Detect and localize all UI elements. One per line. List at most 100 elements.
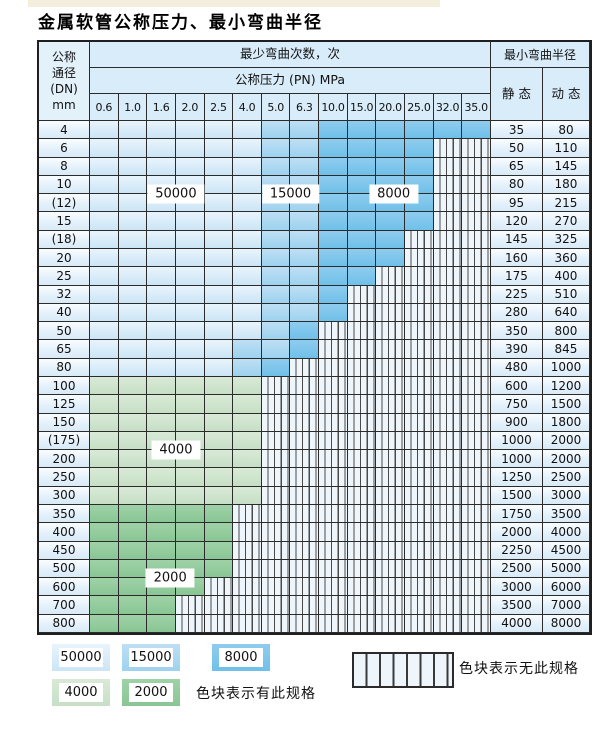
- spec-cell: [319, 194, 348, 213]
- spec-cell: [376, 285, 406, 304]
- pressure-col-header: 15.0: [347, 94, 377, 121]
- spec-cell: [118, 121, 148, 140]
- spec-cell: [118, 322, 148, 341]
- spec-cell: [290, 230, 320, 249]
- spec-cell: [261, 139, 291, 158]
- spec-cell: [405, 468, 434, 487]
- static-radius-cell: 50: [490, 139, 543, 158]
- spec-cell: [433, 230, 463, 249]
- pressure-col-header: 1.6: [147, 94, 176, 121]
- spec-cell: [90, 139, 119, 158]
- spec-cell: [90, 559, 119, 579]
- spec-cell: [90, 285, 119, 304]
- spec-cell: [347, 322, 377, 341]
- spec-cell: [90, 468, 119, 487]
- spec-cell: [347, 578, 377, 597]
- spec-cell: [376, 596, 406, 615]
- spec-cell: [290, 322, 320, 341]
- spec-cell: [118, 578, 148, 597]
- spec-cell: [405, 285, 434, 304]
- spec-cell: [405, 358, 434, 377]
- static-radius-cell: 350: [490, 322, 543, 341]
- spec-cell: [90, 175, 119, 195]
- spec-cell: [319, 121, 348, 140]
- spec-cell: [462, 541, 491, 560]
- spec-cell: [175, 614, 205, 633]
- spec-cell: [175, 322, 205, 341]
- dynamic-radius-cell: 180: [542, 175, 590, 195]
- spec-cell: [462, 431, 491, 451]
- spec-cell: [233, 578, 262, 597]
- spec-cell: [462, 395, 491, 414]
- spec-cell: [433, 249, 463, 268]
- spec-cell: [118, 230, 148, 249]
- spec-cell: [204, 267, 234, 286]
- spec-cell: [233, 212, 262, 231]
- spec-cell: [147, 541, 176, 560]
- dn-cell: (12): [39, 194, 90, 213]
- spec-cell: [462, 486, 491, 505]
- static-radius-cell: 4000: [490, 614, 543, 633]
- spec-cell: [118, 340, 148, 359]
- spec-cell: [118, 175, 148, 195]
- spec-cell: [290, 505, 320, 524]
- spec-cell: [376, 139, 406, 158]
- spec-cell: [376, 157, 406, 176]
- static-radius-cell: 1000: [490, 450, 543, 469]
- spec-cell: [147, 340, 176, 359]
- spec-cell: [433, 340, 463, 359]
- spec-cell: [233, 267, 262, 286]
- spec-cell: [405, 340, 434, 359]
- spec-cell: [347, 431, 377, 451]
- dynamic-radius-cell: 400: [542, 267, 590, 286]
- spec-cell: [462, 157, 491, 176]
- spec-cell: [376, 377, 406, 396]
- spec-cell: [433, 121, 463, 140]
- spec-cell: [118, 431, 148, 451]
- spec-cell: [405, 303, 434, 323]
- spec-cell: [433, 541, 463, 560]
- pressure-col-header: 5.0: [261, 94, 291, 121]
- dn-cell: 150: [39, 413, 90, 432]
- spec-cell: [175, 285, 205, 304]
- pressure-col-header: 0.6: [90, 94, 119, 121]
- spec-cell: [376, 413, 406, 432]
- spec-cell: [261, 267, 291, 286]
- spec-cell: [118, 541, 148, 560]
- spec-cell: [204, 285, 234, 304]
- static-radius-cell: 65: [490, 157, 543, 176]
- spec-cell: [147, 523, 176, 542]
- spec-cell: [462, 322, 491, 341]
- spec-cell: [90, 596, 119, 615]
- spec-cell: [319, 541, 348, 560]
- spec-cell: [261, 523, 291, 542]
- static-radius-cell: 3000: [490, 578, 543, 597]
- spec-cell: [405, 559, 434, 579]
- spec-cell: [175, 230, 205, 249]
- spec-cell: [433, 322, 463, 341]
- spec-cell: [261, 468, 291, 487]
- spec-cell: [405, 121, 434, 140]
- spec-cell: [433, 267, 463, 286]
- legend-swatch-label: 15000: [129, 648, 173, 667]
- spec-cell: [90, 450, 119, 469]
- spec-cell: [319, 358, 348, 377]
- spec-cell: [233, 322, 262, 341]
- spec-cell: [433, 303, 463, 323]
- spec-cell: [347, 486, 377, 505]
- spec-cell: [175, 340, 205, 359]
- spec-cell: [433, 413, 463, 432]
- spec-cell: [90, 157, 119, 176]
- dn-cell: 25: [39, 267, 90, 286]
- spec-cell: [462, 559, 491, 579]
- dn-cell: 250: [39, 468, 90, 487]
- static-radius-cell: 2000: [490, 523, 543, 542]
- spec-cell: [433, 450, 463, 469]
- spec-cell: [90, 431, 119, 451]
- spec-cell: [290, 249, 320, 268]
- spec-cell: [147, 249, 176, 268]
- spec-cell: [376, 431, 406, 451]
- pressure-cycles-table: 公称 通径 (DN) mm 最少弯曲次数，次 最小弯曲半径 公称压力 (PN) MPa 静 态…: [37, 40, 592, 635]
- static-radius-cell: 160: [490, 249, 543, 268]
- spec-cell: [290, 121, 320, 140]
